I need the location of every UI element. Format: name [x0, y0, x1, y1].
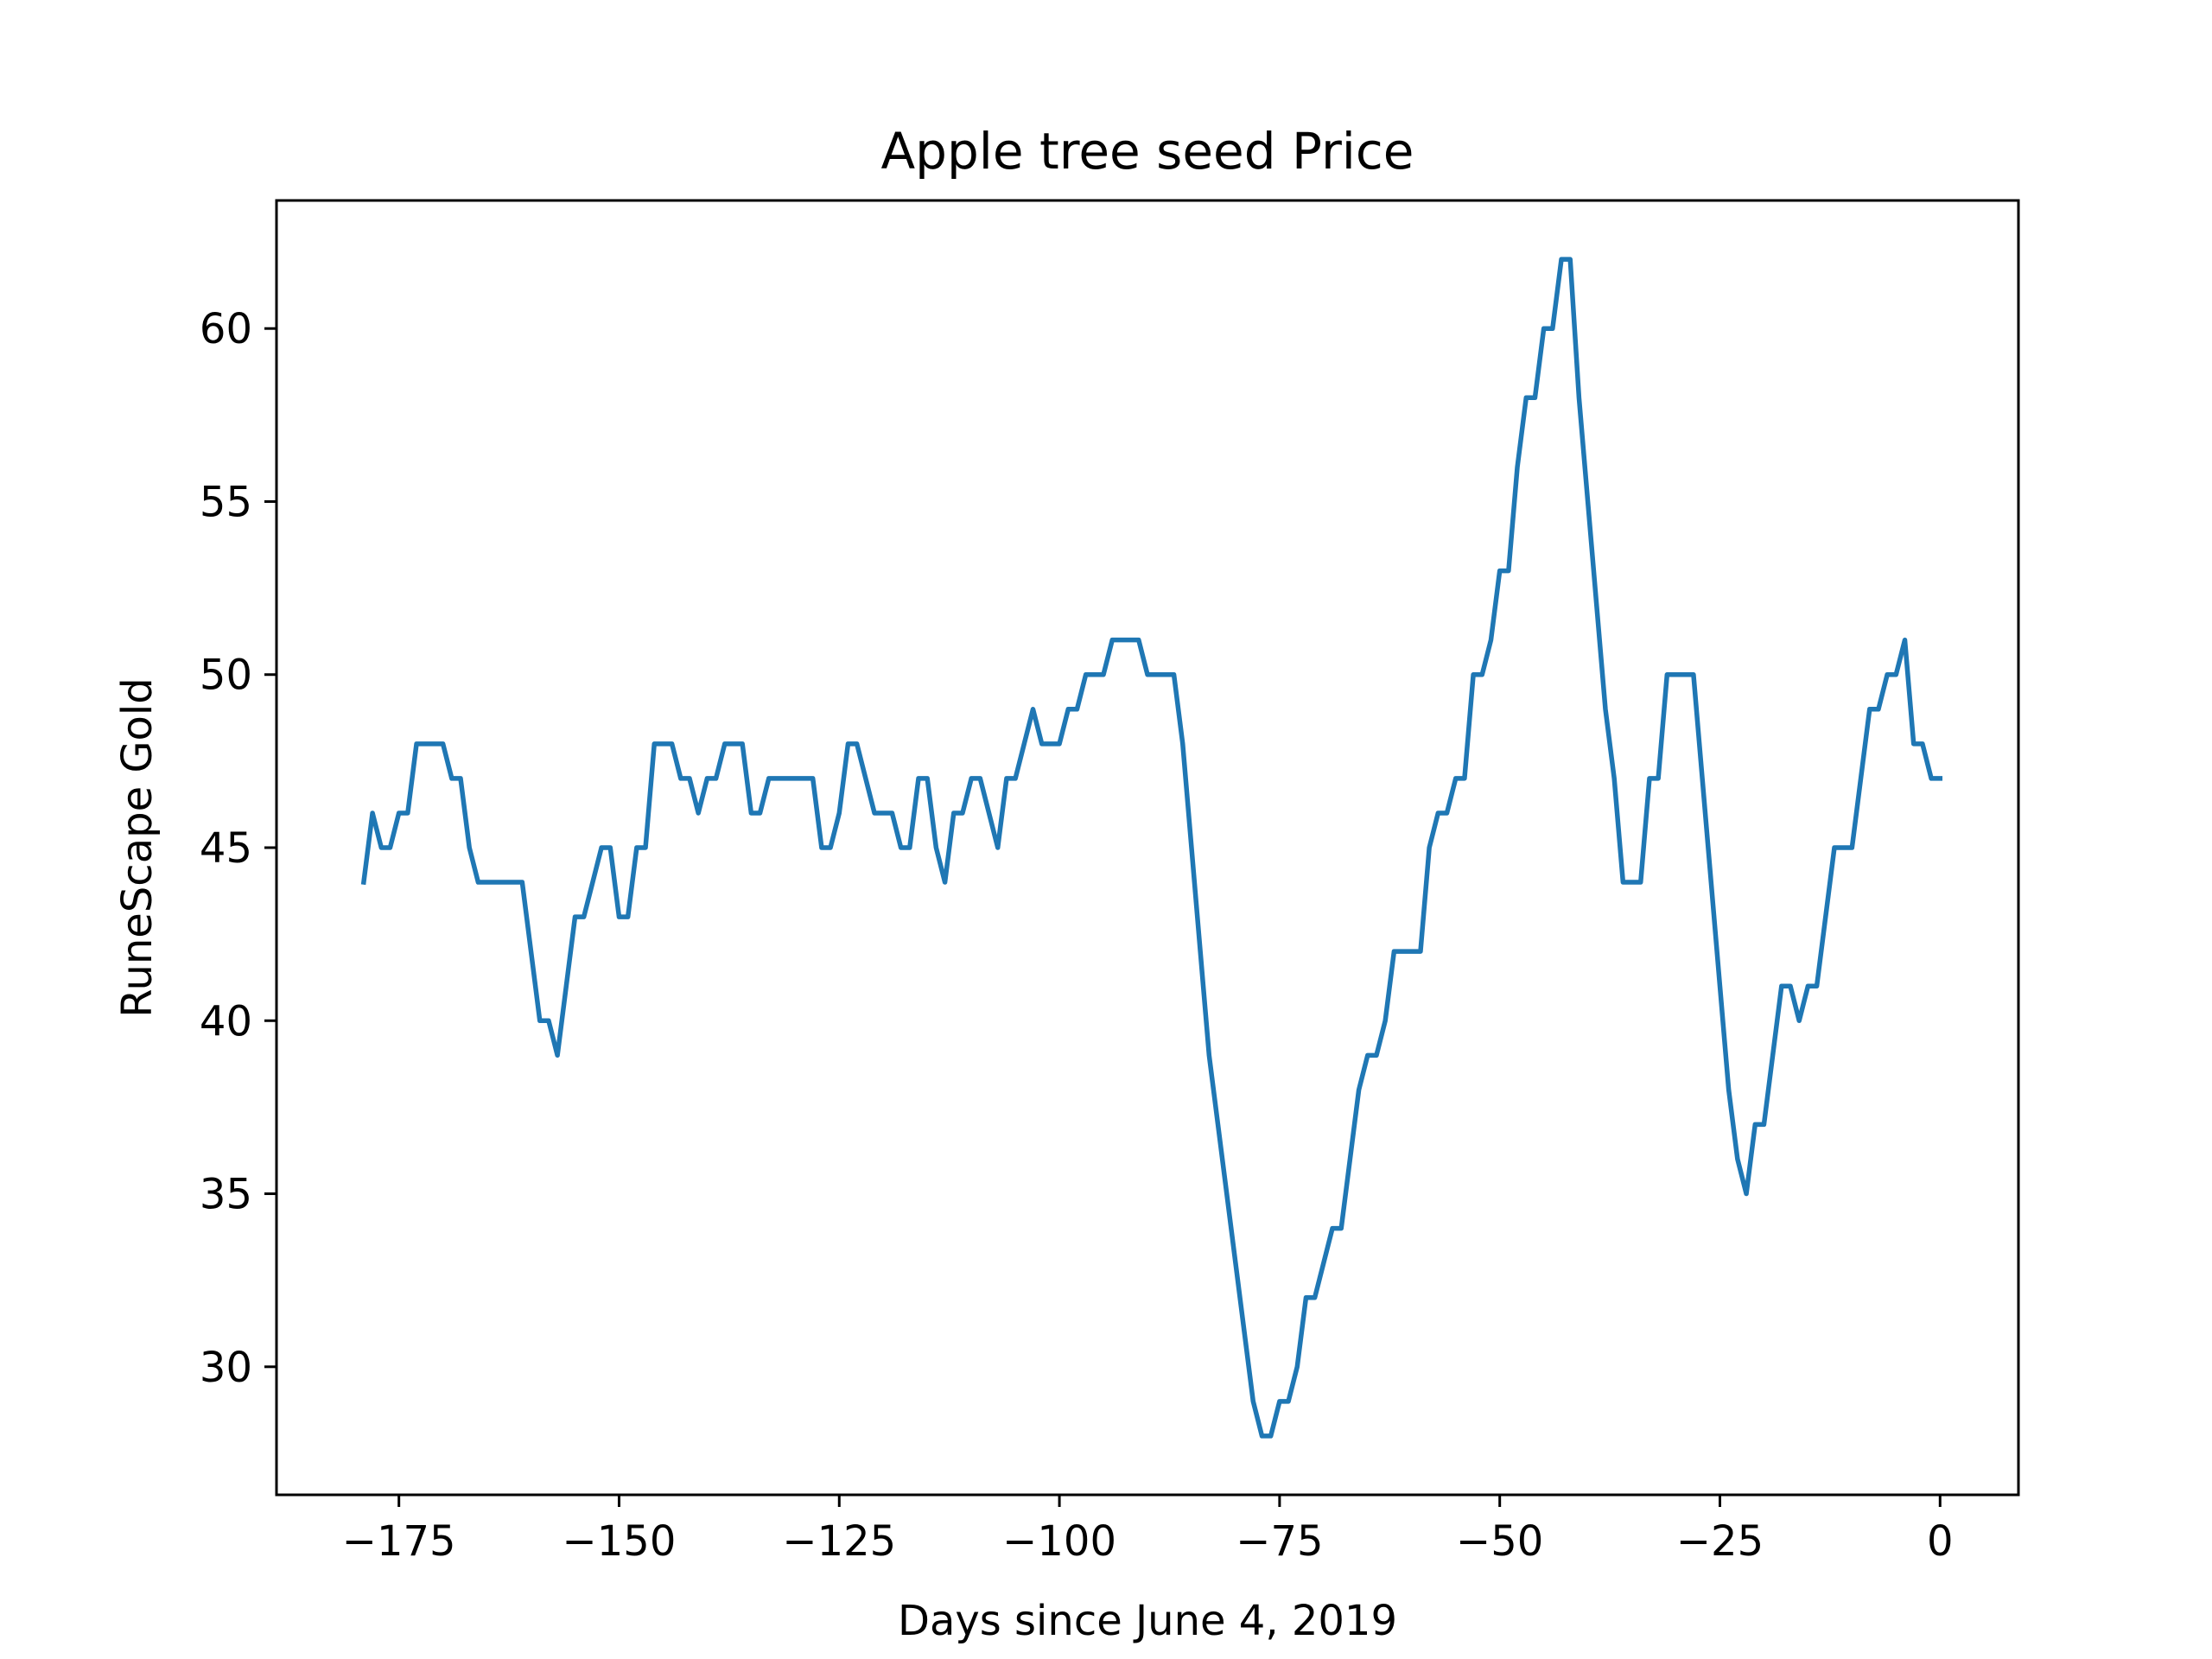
y-tick-label: 45: [200, 824, 252, 873]
y-axis: 30 35 40 45 50 55 60: [200, 305, 276, 1392]
x-tick-label: 0: [1927, 1517, 1954, 1566]
x-tick-label: −100: [1002, 1517, 1116, 1566]
y-tick-label: 35: [200, 1171, 252, 1219]
x-axis-label: Days since June 4, 2019: [898, 1597, 1397, 1645]
series-layer: [360, 257, 1943, 1439]
x-axis: −175 −150 −125 −100 −75 −50 −25 0: [342, 1495, 1954, 1566]
x-tick-label: −75: [1236, 1517, 1323, 1566]
y-tick-label: 55: [200, 478, 252, 526]
x-tick-label: −175: [342, 1517, 456, 1566]
plot-frame: [275, 199, 2020, 1497]
x-tick-label: −150: [563, 1517, 677, 1566]
series-line-0: [360, 257, 1943, 1439]
chart-title: Apple tree seed Price: [881, 122, 1414, 181]
y-tick-label: 40: [200, 997, 252, 1046]
y-tick-label: 30: [200, 1344, 252, 1392]
x-tick-label: −125: [782, 1517, 896, 1566]
y-axis-label: RuneScape Gold: [113, 677, 162, 1017]
y-tick-label: 50: [200, 652, 252, 700]
x-tick-label: −25: [1676, 1517, 1764, 1566]
y-tick-label: 60: [200, 305, 252, 353]
x-tick-label: −50: [1456, 1517, 1543, 1566]
